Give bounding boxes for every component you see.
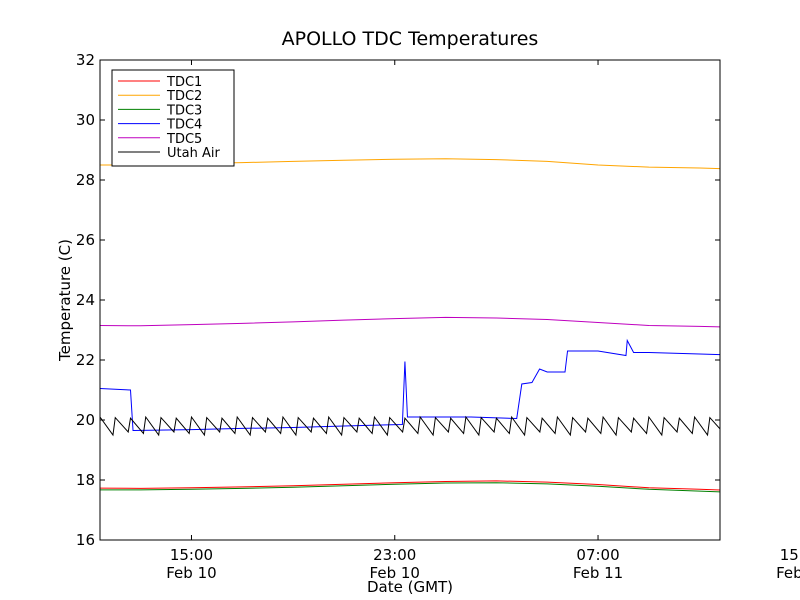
- x-tick-time-label: 15:00: [170, 546, 213, 564]
- series-line-tdc5: [100, 316, 720, 328]
- y-tick-label: 16: [76, 531, 95, 549]
- legend-label-tdc5: TDC5: [166, 132, 202, 147]
- x-tick-date-label: Feb 10: [370, 564, 420, 582]
- series-line-tdc4: [100, 338, 720, 432]
- chart-title: APOLLO TDC Temperatures: [282, 28, 539, 50]
- y-tick-label: 24: [76, 291, 95, 309]
- x-axis-title: Date (GMT): [367, 578, 453, 596]
- legend-label-tdc2: TDC2: [166, 89, 202, 104]
- y-tick-label: 28: [76, 171, 95, 189]
- x-tick-time-label: 07:00: [576, 546, 619, 564]
- series-line-tdc2: [100, 158, 720, 170]
- y-tick-label: 30: [76, 111, 95, 129]
- legend-box: [111, 69, 235, 167]
- x-tick-date-label: Feb 11: [776, 564, 800, 582]
- legend-label-tdc3: TDC3: [166, 103, 202, 118]
- y-tick-label: 26: [76, 231, 95, 249]
- legend-label-tdc1: TDC1: [166, 75, 202, 90]
- x-tick-time-label: 15:00: [780, 546, 800, 564]
- legend-label-tdc4: TDC4: [166, 118, 202, 133]
- x-tick-date-label: Feb 10: [166, 564, 216, 582]
- y-tick-label: 18: [76, 471, 95, 489]
- series-line-tdc1: [100, 480, 720, 491]
- x-tick-time-label: 23:00: [373, 546, 416, 564]
- legend-label-utah-air: Utah Air: [167, 146, 220, 161]
- y-tick-label: 20: [76, 411, 95, 429]
- series-line-utah-air: [100, 415, 720, 437]
- series-layer: [100, 158, 720, 493]
- y-axis-title: Temperature (C): [56, 239, 74, 362]
- y-tick-label: 22: [76, 351, 95, 369]
- series-line-tdc3: [100, 482, 720, 493]
- y-tick-label: 32: [76, 51, 95, 69]
- x-tick-date-label: Feb 11: [573, 564, 623, 582]
